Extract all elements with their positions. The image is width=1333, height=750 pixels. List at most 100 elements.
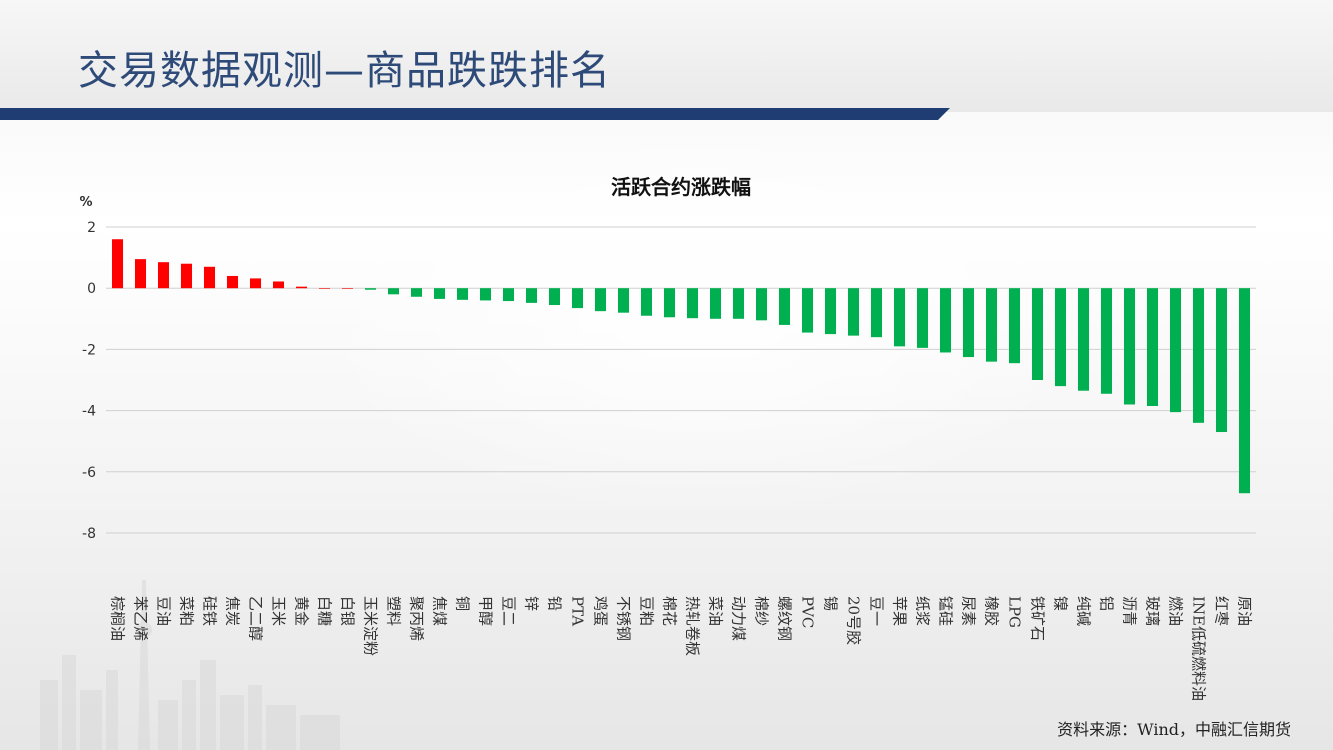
y-tick-label: -4 bbox=[82, 404, 96, 420]
bar-塑料 bbox=[387, 288, 400, 295]
category-label: 铁矿石 bbox=[1029, 596, 1047, 641]
title-underline-bar bbox=[0, 108, 950, 120]
bar-螺纹钢 bbox=[778, 288, 791, 325]
bar-白糖 bbox=[318, 288, 331, 289]
bar-INE低硫燃料油 bbox=[1192, 288, 1205, 423]
bar-玉米淀粉 bbox=[364, 288, 377, 290]
category-label: 红枣 bbox=[1213, 596, 1231, 626]
bar-白银 bbox=[341, 288, 354, 289]
bar-尿素 bbox=[962, 288, 975, 358]
bar-20号胶 bbox=[847, 288, 860, 336]
bar-燃油 bbox=[1169, 288, 1182, 413]
bar-玉米 bbox=[272, 281, 285, 289]
category-label: 镍 bbox=[1052, 596, 1070, 611]
bar-苹果 bbox=[893, 288, 906, 347]
bar-鸡蛋 bbox=[594, 288, 607, 312]
bar-豆油 bbox=[157, 262, 170, 289]
category-label: 橡胶 bbox=[983, 596, 1001, 626]
category-label: 动力煤 bbox=[730, 596, 748, 641]
category-label: 鸡蛋 bbox=[592, 596, 610, 626]
bar-黄金 bbox=[295, 286, 308, 289]
bar-焦炭 bbox=[226, 275, 239, 289]
bar-铝 bbox=[1100, 288, 1113, 394]
category-label: 纸浆 bbox=[914, 596, 932, 626]
bar-甲醇 bbox=[479, 288, 492, 301]
bar-红枣 bbox=[1215, 288, 1228, 433]
bar-纯碱 bbox=[1077, 288, 1090, 391]
header-band bbox=[0, 0, 1333, 112]
category-label: 玉米 bbox=[270, 596, 288, 626]
bar-铁矿石 bbox=[1031, 288, 1044, 380]
category-label: 原油 bbox=[1236, 596, 1254, 626]
y-tick-label: 2 bbox=[87, 220, 96, 236]
category-label: INE低硫燃料油 bbox=[1190, 596, 1208, 701]
category-label: 焦煤 bbox=[431, 596, 449, 626]
category-label: 沥青 bbox=[1121, 596, 1139, 626]
category-label: 白糖 bbox=[316, 596, 334, 626]
bar-不锈钢 bbox=[617, 288, 630, 313]
category-label: 豆二 bbox=[500, 596, 518, 626]
bar-聚丙烯 bbox=[410, 288, 423, 297]
bar-锌 bbox=[525, 288, 538, 303]
source-note: 资料来源：Wind，中融汇信期货 bbox=[1057, 720, 1291, 739]
bar-PTA bbox=[571, 288, 584, 309]
category-label: 铅 bbox=[546, 596, 564, 611]
category-label: 硅铁 bbox=[201, 596, 219, 626]
bar-玻璃 bbox=[1146, 288, 1159, 407]
category-label: 菜油 bbox=[707, 596, 725, 626]
bar-镍 bbox=[1054, 288, 1067, 387]
category-label: 螺纹钢 bbox=[776, 596, 794, 641]
category-label: 燃油 bbox=[1167, 596, 1185, 626]
bar-纸浆 bbox=[916, 288, 929, 348]
bar-热轧卷板 bbox=[686, 288, 699, 319]
category-label: 苯乙烯 bbox=[132, 596, 150, 641]
category-label: PVC bbox=[799, 596, 817, 628]
category-label: 铝 bbox=[1098, 596, 1116, 611]
category-label: 豆粕 bbox=[638, 596, 656, 626]
chart-title: 活跃合约涨跌幅 bbox=[611, 175, 751, 199]
bar-菜粕 bbox=[180, 263, 193, 289]
bar-动力煤 bbox=[732, 288, 745, 319]
bar-豆一 bbox=[870, 288, 883, 338]
category-label: 玉米淀粉 bbox=[362, 596, 380, 656]
category-label: 纯碱 bbox=[1075, 596, 1093, 626]
category-label: 锡 bbox=[822, 596, 840, 611]
bar-LPG bbox=[1008, 288, 1021, 364]
bar-硅铁 bbox=[203, 266, 216, 289]
category-label: 焦炭 bbox=[224, 596, 242, 626]
y-tick-label: -8 bbox=[82, 526, 96, 542]
category-label: 黄金 bbox=[293, 596, 311, 626]
bar-橡胶 bbox=[985, 288, 998, 362]
bar-乙二醇 bbox=[249, 278, 262, 289]
city-skyline-decoration bbox=[40, 580, 340, 750]
bar-原油 bbox=[1238, 288, 1251, 494]
category-label: 乙二醇 bbox=[247, 596, 265, 641]
y-axis-unit: % bbox=[79, 195, 92, 210]
bar-棕榈油 bbox=[111, 239, 124, 289]
category-label: 铜 bbox=[454, 596, 472, 611]
bar-锰硅 bbox=[939, 288, 952, 353]
bar-豆粕 bbox=[640, 288, 653, 316]
y-tick-label: -6 bbox=[82, 465, 96, 481]
bar-PVC bbox=[801, 288, 814, 333]
category-label: 锌 bbox=[523, 596, 541, 611]
category-label: 豆油 bbox=[155, 596, 173, 626]
bar-铅 bbox=[548, 288, 561, 306]
category-label: 甲醇 bbox=[477, 596, 495, 626]
bar-棉纱 bbox=[755, 288, 768, 321]
page-title: 交易数据观测—商品跌跌排名 bbox=[78, 48, 611, 94]
category-label: 棉花 bbox=[661, 596, 679, 626]
category-label: 塑料 bbox=[385, 596, 403, 626]
category-label: 尿素 bbox=[960, 596, 978, 626]
bar-铜 bbox=[456, 288, 469, 300]
category-label: 热轧卷板 bbox=[684, 596, 702, 656]
bar-沥青 bbox=[1123, 288, 1136, 405]
category-label: 苹果 bbox=[891, 596, 909, 626]
category-label: 白银 bbox=[339, 596, 357, 626]
bar-棉花 bbox=[663, 288, 676, 318]
category-label: 玻璃 bbox=[1144, 596, 1162, 626]
bar-苯乙烯 bbox=[134, 259, 147, 289]
category-label: 菜粕 bbox=[178, 596, 196, 626]
bar-焦煤 bbox=[433, 288, 446, 299]
